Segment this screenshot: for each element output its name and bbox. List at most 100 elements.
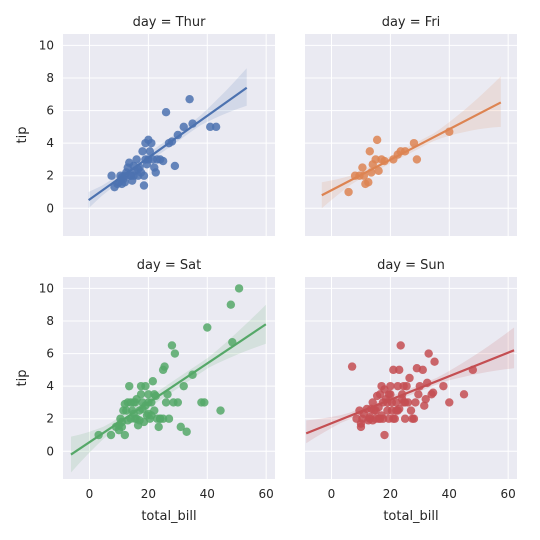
data-point [428, 388, 438, 397]
y-tick-label: 4 [46, 379, 54, 393]
data-point [139, 171, 149, 180]
data-point [138, 147, 147, 156]
data-point [132, 414, 141, 423]
y-tick-label: 2 [46, 169, 54, 183]
data-point [374, 166, 383, 176]
data-point [405, 373, 414, 383]
regression-line [321, 101, 502, 197]
data-point [106, 430, 116, 440]
data-point [169, 398, 178, 407]
data-point [126, 171, 135, 180]
data-point [161, 107, 171, 117]
data-point [445, 398, 454, 407]
data-point [130, 398, 140, 407]
data-point [145, 147, 155, 156]
regression-line [87, 86, 248, 202]
data-point [414, 390, 423, 399]
y-tick-label: 6 [46, 347, 54, 361]
data-point [395, 365, 404, 375]
panel-title: day = Sun [377, 258, 445, 273]
y-tick-label: 8 [46, 71, 54, 85]
data-point [170, 349, 180, 358]
data-point [368, 398, 377, 407]
panel-2: day = Fri [305, 15, 517, 236]
x-tick-label: 0 [328, 487, 336, 501]
panel-4: day = Sun 0 20 40 60 total_bill [305, 258, 517, 524]
regression-line [305, 349, 515, 435]
data-point [420, 401, 429, 410]
data-point [160, 362, 169, 371]
data-point [344, 187, 353, 197]
y-tick-label: 10 [39, 281, 54, 295]
data-point [141, 381, 150, 391]
data-point [371, 155, 380, 164]
data-point [216, 406, 225, 415]
data-point [203, 323, 212, 332]
x-tick-label: 40 [200, 487, 215, 501]
data-point [144, 135, 153, 145]
data-point [167, 341, 177, 350]
data-point [170, 161, 180, 171]
data-point [185, 94, 194, 104]
data-point [384, 390, 394, 399]
data-point [182, 427, 191, 436]
data-point [158, 156, 168, 166]
data-point [234, 284, 244, 293]
y-tick-label: 0 [46, 201, 54, 215]
data-point [125, 381, 134, 391]
data-point [356, 422, 366, 432]
y-tick-label: 2 [46, 412, 54, 426]
data-point [365, 147, 374, 156]
data-point [144, 390, 153, 399]
data-point [389, 365, 398, 375]
panel-1: day = Thur 0 2 4 6 8 10 tip [15, 15, 275, 236]
data-point [358, 163, 367, 172]
y-tick-label: 10 [39, 38, 54, 52]
data-point [158, 414, 168, 423]
data-point [122, 406, 131, 415]
x-tick-label: 60 [259, 487, 274, 501]
data-point [430, 357, 439, 366]
y-tick-label: 8 [46, 314, 54, 328]
y-tick-label: 0 [46, 444, 54, 458]
data-point [380, 430, 389, 440]
x-tick-label: 20 [141, 487, 156, 501]
panel-background [63, 277, 275, 479]
regression-line [70, 323, 267, 456]
data-point [411, 398, 420, 407]
data-point [399, 398, 408, 407]
data-point [164, 414, 174, 423]
data-point [200, 398, 209, 407]
data-point [386, 381, 395, 391]
data-point [179, 122, 188, 132]
data-point [383, 406, 392, 415]
data-point [147, 411, 156, 420]
data-point [459, 390, 469, 399]
data-point [114, 425, 124, 435]
panel-3: day = Sat 0 2 4 6 8 10 tip 0 20 40 60 total_bill [15, 258, 275, 524]
data-point [396, 341, 405, 350]
data-point [389, 414, 398, 423]
y-tick-label: 4 [46, 136, 54, 150]
data-point [176, 422, 185, 432]
data-point [136, 390, 146, 399]
data-point [364, 178, 373, 187]
x-tick-label: 60 [501, 487, 516, 501]
y-axis-label: tip [15, 127, 30, 144]
data-point [402, 381, 411, 391]
data-point [151, 168, 160, 177]
data-point [371, 406, 380, 415]
data-point [439, 381, 448, 391]
x-tick-label: 0 [86, 487, 94, 501]
data-point [154, 422, 163, 432]
data-point [347, 362, 357, 371]
data-point [393, 381, 402, 391]
panel-background [63, 34, 275, 236]
data-point [148, 377, 158, 386]
data-point [120, 430, 130, 440]
data-point [372, 135, 382, 145]
y-axis-label: tip [15, 370, 30, 387]
x-axis-label: total_bill [383, 509, 438, 524]
data-point [418, 365, 427, 375]
